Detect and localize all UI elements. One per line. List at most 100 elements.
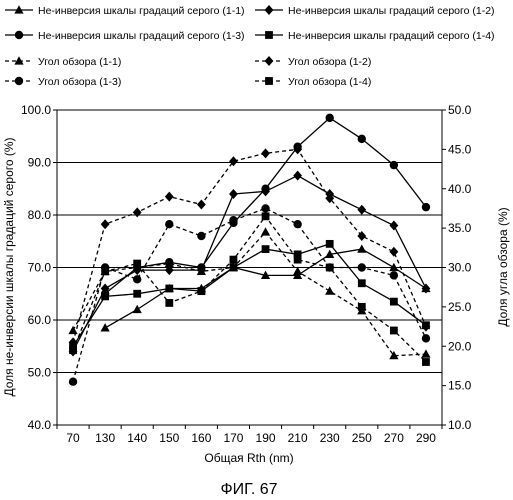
legend-item: Угол обзора (1-2) [255,56,371,68]
x-tick-label: 150 [159,431,179,445]
left-tick-label: 80.0 [28,208,52,222]
data-point [197,287,205,295]
data-point [68,326,77,334]
data-point [165,299,173,307]
legend: Не-инверсия шкалы градаций серого (1-1) Н… [5,5,495,88]
series-line [73,232,426,356]
series-2 [69,171,431,357]
x-tick-label: 140 [127,431,147,445]
data-point [230,256,238,264]
data-point [390,298,398,306]
data-point [101,323,110,331]
figure-caption: ФИГ. 67 [220,481,277,498]
series-line [73,176,426,352]
right-tick-label: 10.0 [448,418,472,432]
right-tick-label: 20.0 [448,339,472,353]
right-tick-label: 15.0 [448,379,472,393]
data-point [326,264,334,272]
series-layer [68,114,430,386]
x-axis-ticks: 70130140150160170190210230250270290 [57,425,442,445]
left-tick-label: 70.0 [28,261,52,275]
data-point [357,205,366,215]
legend-label: Не-инверсия шкалы градаций серого (1-3) [38,30,245,42]
left-tick-label: 40.0 [28,418,52,432]
data-point [358,303,366,311]
legend-marker [265,77,273,85]
legend-marker [265,56,274,66]
right-tick-label: 40.0 [448,182,472,196]
data-point [261,227,270,235]
data-point [229,189,238,199]
legend-marker [15,77,23,85]
data-point [165,192,174,202]
x-tick-label: 130 [95,431,115,445]
data-point [261,148,270,158]
data-point [133,305,142,313]
legend-marker [15,31,23,39]
right-tick-label: 35.0 [448,221,472,235]
data-point [326,240,334,248]
x-tick-label: 170 [223,431,243,445]
data-point [133,275,141,283]
x-tick-label: 250 [352,431,372,445]
legend-label: Не-инверсия шкалы градаций серого (1-1) [38,5,245,17]
legend-label: Угол обзора (1-2) [288,56,371,68]
series-line [73,149,426,342]
legend-item: Угол обзора (1-4) [255,76,371,88]
legend-label: Не-инверсия шкалы градаций серого (1-2) [288,5,495,17]
data-point [389,221,398,231]
data-point [358,263,366,271]
legend-label: Не-инверсия шкалы градаций серого (1-4) [288,30,495,42]
x-tick-label: 230 [320,431,340,445]
left-axis-ticks: 40.050.060.070.080.090.0100.0 [21,103,57,432]
x-tick-label: 210 [288,431,308,445]
data-point [390,327,398,335]
series-5 [68,227,430,359]
data-point [165,285,173,293]
legend-item: Угол обзора (1-1) [5,56,121,68]
right-tick-label: 50.0 [448,103,472,117]
left-tick-label: 50.0 [28,366,52,380]
x-tick-label: 190 [256,431,276,445]
data-point [358,279,366,287]
x-tick-label: 290 [416,431,436,445]
series-8 [69,212,430,365]
data-point [133,207,142,217]
data-point [421,349,430,357]
right-tick-label: 30.0 [448,261,472,275]
right-axis-title: Доля угла обзора (%) [496,207,510,326]
data-point [293,220,301,228]
data-point [101,219,110,229]
x-tick-label: 270 [384,431,404,445]
data-point [357,231,366,241]
data-point [293,171,302,181]
data-point [133,290,141,298]
legend-item: Не-инверсия шкалы градаций серого (1-2) [255,5,495,17]
right-tick-label: 25.0 [448,300,472,314]
left-tick-label: 100.0 [21,103,51,117]
data-point [229,216,237,224]
data-point [294,256,302,264]
legend-item: Не-инверсия шкалы градаций серого (1-3) [5,30,245,42]
series-line [73,244,426,346]
data-point [197,200,206,210]
data-point [422,358,430,366]
data-point [390,161,398,169]
data-point [389,263,398,271]
left-axis-title: Доля не-инверсии шкалы градаций серого (… [2,137,16,396]
legend-label: Угол обзора (1-4) [288,76,371,88]
legend-label: Угол обзора (1-3) [38,76,121,88]
data-point [197,232,205,240]
data-point [101,292,109,300]
series-line [105,249,426,328]
data-point [389,247,398,257]
legend-marker [265,5,274,15]
data-point [325,286,334,294]
legend-item: Угол обзора (1-3) [5,76,121,88]
data-point [422,334,430,342]
right-axis-ticks: 10.015.020.025.030.035.040.045.050.0 [442,103,472,432]
data-point [422,203,430,211]
data-point [165,220,173,228]
legend-marker [265,31,273,39]
